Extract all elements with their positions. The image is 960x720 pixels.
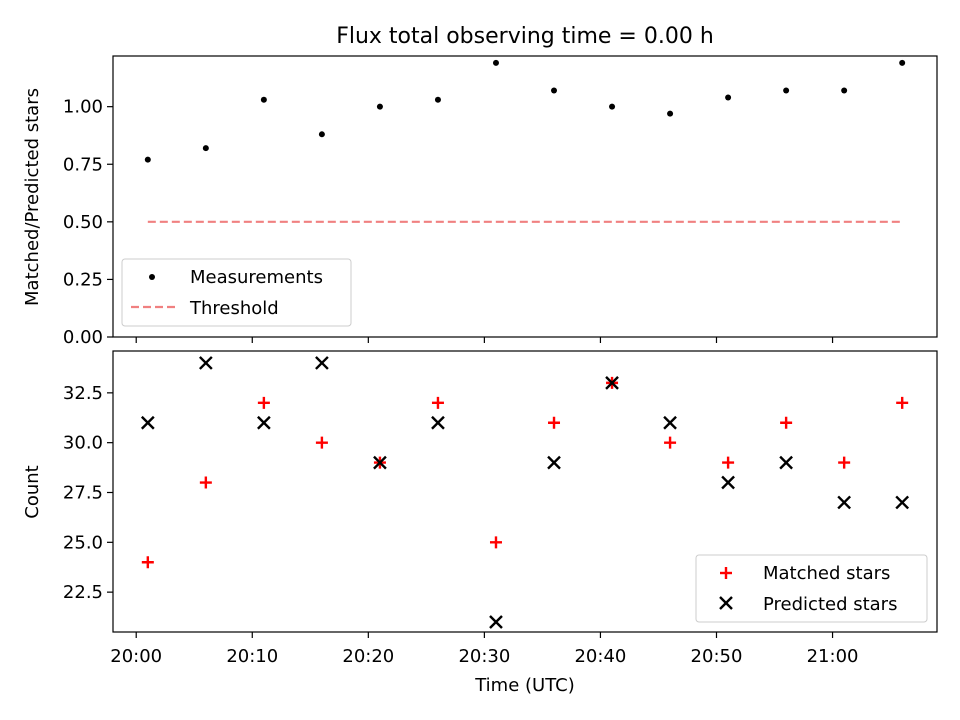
predicted-star-point: [140, 415, 155, 430]
ratio-y-ticks: 0.00 0.25 0.50 0.75 1.00: [63, 97, 113, 348]
predicted-star-point: [489, 615, 503, 629]
measurement-point: [783, 87, 790, 94]
matched-star-point: [548, 416, 561, 429]
ratio-legend-box: [121, 258, 352, 327]
count-y-tick-label: 32.5: [63, 383, 103, 404]
count-x-tick-label: 20:10: [226, 646, 278, 667]
predicted-star-point: [721, 475, 735, 490]
measurement-point: [841, 87, 848, 94]
predicted-star-point: [663, 415, 677, 430]
chart-title: Flux total observing time = 0.00 h: [336, 24, 714, 49]
measurement-point: [609, 103, 616, 110]
measurement-point: [144, 156, 151, 163]
ratio-y-tick-label: 0.25: [63, 269, 103, 290]
count-x-tick-label: 21:00: [807, 646, 859, 667]
legend-predicted-marker: [719, 596, 733, 610]
ratio-y-tick-label: 0.50: [63, 212, 103, 233]
ratio-y-tick-label: 0.00: [63, 327, 103, 348]
measurement-point: [260, 96, 267, 103]
ratio-x-ticks: [135, 337, 834, 343]
matched-star-point: [141, 556, 154, 569]
legend-threshold-label: Threshold: [189, 298, 279, 319]
ratio-y-tick-label: 1.00: [63, 97, 103, 118]
predicted-star-point: [837, 495, 852, 510]
measurement-point: [725, 94, 732, 101]
count-x-tick-label: 20:30: [458, 646, 510, 667]
measurement-point: [376, 103, 383, 110]
predicted-star-point: [198, 356, 213, 370]
matched-star-point: [896, 396, 909, 409]
predicted-star-point: [605, 376, 619, 390]
count-marks: [140, 356, 910, 629]
legend-measurements-marker: [149, 274, 155, 280]
count-x-tick-label: 20:50: [691, 646, 743, 667]
count-y-tick-label: 30.0: [63, 433, 103, 454]
ratio-y-axis-label: Matched/Predicted stars: [22, 88, 43, 306]
count-y-tick-label: 25.0: [63, 532, 103, 553]
ratio-legend: Measurements Threshold: [121, 258, 352, 327]
count-x-tick-label: 20:00: [110, 646, 162, 667]
count-legend-box: [695, 554, 928, 623]
matched-star-point: [257, 396, 270, 409]
predicted-star-point: [315, 356, 329, 370]
predicted-star-point: [895, 495, 910, 510]
count-y-axis-label: Count: [22, 465, 43, 518]
predicted-star-point: [257, 415, 271, 430]
measurement-point: [667, 110, 674, 117]
predicted-star-point: [431, 415, 445, 430]
ratio-axes-frame: [112, 55, 938, 338]
legend-matched-marker: [720, 567, 732, 579]
ratio-y-tick-label: 0.75: [63, 154, 103, 175]
predicted-star-point: [779, 455, 793, 470]
count-axes-frame: [112, 350, 938, 633]
count-panel: 22.5 25.0 27.5 30.0 32.5 20:00 20:10 20:20 20:3…: [22, 350, 938, 696]
measurement-point: [318, 131, 325, 138]
measurement-point: [434, 96, 441, 103]
count-legend: Matched stars Predicted stars: [695, 554, 928, 623]
legend-measurements-label: Measurements: [190, 267, 323, 288]
matched-star-point: [489, 536, 502, 549]
measurement-point: [202, 145, 209, 152]
count-y-tick-label: 22.5: [63, 582, 103, 603]
legend-matched-label: Matched stars: [763, 563, 890, 584]
predicted-star-point: [547, 455, 561, 470]
matched-star-point: [780, 416, 793, 429]
count-x-tick-label: 20:20: [342, 646, 394, 667]
matched-star-point: [722, 456, 735, 469]
matched-star-point: [199, 476, 212, 489]
matched-star-point: [315, 436, 328, 449]
matched-star-point: [838, 456, 851, 469]
measurement-point: [551, 87, 558, 94]
count-x-tick-label: 20:40: [574, 646, 626, 667]
ratio-panel: 0.00 0.25 0.50 0.75 1.00 Matched/Predicted s…: [22, 55, 938, 348]
x-axis-label: Time (UTC): [474, 675, 575, 696]
count-x-ticks: 20:00 20:10 20:20 20:30 20:40 20:50 21:00: [110, 632, 858, 667]
predicted-star-point: [373, 455, 387, 470]
count-y-tick-label: 27.5: [63, 482, 103, 503]
measurement-point: [899, 59, 906, 66]
measurement-point: [492, 59, 499, 66]
legend-predicted-label: Predicted stars: [763, 594, 897, 615]
ratio-marks: [144, 59, 906, 223]
count-y-ticks: 22.5 25.0 27.5 30.0 32.5: [63, 383, 113, 603]
matched-star-point: [664, 436, 677, 449]
matched-star-point: [431, 396, 444, 409]
